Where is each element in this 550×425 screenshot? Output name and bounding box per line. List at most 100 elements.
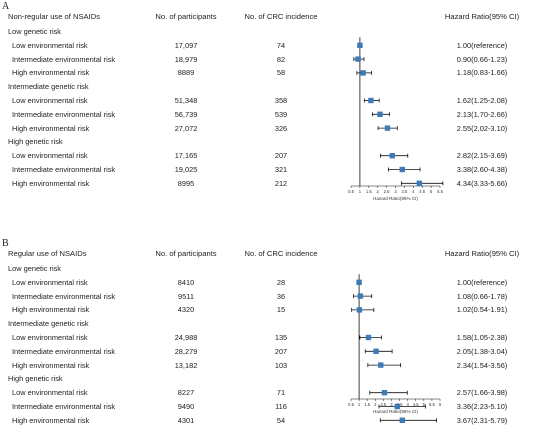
incidence-value: 321 [274,165,288,174]
x-tick-label: 2 [374,402,377,407]
participants-value: 17,165 [174,151,198,161]
hazard-ratio-text: 1.00(reference) [456,277,508,287]
hazard-ratio-marker [365,334,372,341]
incidence-value: 326 [274,123,288,133]
genetic-risk-group-label: Low genetic risk [8,264,61,273]
incidence-value: 15 [276,305,286,315]
incidence-header: No. of CRC incidence [244,249,318,258]
genetic-risk-group-label: High genetic risk [8,137,63,147]
x-tick-label: 1 [358,402,361,407]
x-tick-label: 5.5 [437,189,443,194]
hazard-ratio-text: 1.62(1.25-2.08) [456,96,508,105]
environmental-risk-label: Low environmental risk [12,96,88,105]
hazard-ratio-marker [356,307,363,313]
incidence-value: 58 [276,68,286,78]
incidence-value: 71 [276,388,286,398]
hazard-ratio-marker [378,362,384,368]
participants-value: 4301 [177,415,195,425]
environmental-risk-label: High environmental risk [12,360,90,370]
environmental-risk-label: Low environmental risk [12,151,88,161]
hazard-ratio-marker [360,70,366,76]
incidence-value: 207 [274,346,288,356]
environmental-risk-label: Intermediate environmental risk [12,54,116,64]
participants-value: 9490 [177,402,195,411]
environmental-risk-label: Intermediate environmental risk [12,291,116,301]
x-tick-label: 5.5 [429,402,435,407]
hazard-ratio-text: 1.18(0.83-1.66) [456,68,508,78]
environmental-risk-label: Low environmental risk [12,388,88,398]
panel-title: Non-regular use of NSAIDs [8,12,101,21]
hazard-ratio-marker [416,180,423,186]
hazard-ratio-marker [377,111,383,117]
participants-value: 28,279 [174,346,198,356]
x-tick-label: 4.5 [413,402,419,407]
hazard-ratio-text: 2.55(2.02-3.10) [456,123,508,133]
x-tick-label: 2.5 [380,402,386,407]
participants-value: 13,182 [174,360,198,370]
participants-value: 8410 [177,277,195,287]
participants-value: 51,348 [174,96,198,105]
incidence-value: 103 [274,360,288,370]
hazard-ratio-text: 3.36(2.23-5.10) [456,402,508,411]
environmental-risk-label: Intermediate environmental risk [12,165,116,174]
x-tick-label: 1.5 [366,189,372,194]
incidence-value: 539 [274,109,288,119]
hazard-ratio-text: 4.34(3.33-5.66) [456,178,508,188]
participants-value: 8995 [177,178,195,188]
x-tick-label: 1 [359,189,362,194]
participants-value: 8227 [177,388,195,398]
incidence-value: 207 [274,151,288,161]
x-tick-label: 3 [390,402,393,407]
environmental-risk-label: Intermediate environmental risk [12,346,116,356]
hazard-ratio-marker [355,56,361,62]
x-tick-label: 4.5 [419,189,425,194]
hazard-ratio-text: 1.58(1.05-2.38) [456,333,508,342]
incidence-value: 116 [275,402,287,411]
environmental-risk-label: High environmental risk [12,305,90,315]
x-tick-label: 2 [377,189,380,194]
x-tick-label: 0.5 [348,189,354,194]
hazard-ratio-text: 2.82(2.15-3.69) [456,151,508,161]
panel-title: Regular use of NSAIDs [8,249,87,258]
participants-value: 17,097 [174,40,198,50]
x-tick-label: 3.5 [401,189,407,194]
x-axis-title: Hazard Ratio(95% CI) [373,196,418,201]
hazard-ratio-marker [357,293,364,299]
hazard-ratio-marker [368,97,374,104]
genetic-risk-group-label: Intermediate genetic risk [8,82,89,92]
x-tick-label: 1.5 [364,402,370,407]
x-tick-label: 0.5 [348,402,354,407]
hazard-ratio-text: 3.38(2.60-4.38) [456,165,508,174]
incidence-header: No. of CRC incidence [244,12,318,21]
hazard-ratio-text: 1.00(reference) [456,40,508,50]
participants-value: 24,988 [174,333,198,342]
environmental-risk-label: Low environmental risk [12,277,88,287]
hazard-ratio-text: 0.90(0.66-1.23) [456,54,508,64]
hazard-ratio-marker [394,403,400,410]
hazard-ratio-marker [384,125,391,131]
x-tick-label: 3 [394,189,397,194]
x-tick-label: 5 [430,189,433,194]
incidence-value: 74 [276,40,286,50]
participants-value: 8889 [177,68,195,78]
environmental-risk-label: Low environmental risk [12,333,88,342]
hazard-ratio-marker [399,417,405,423]
environmental-risk-label: High environmental risk [12,68,90,78]
genetic-risk-group-label: Low genetic risk [8,27,61,36]
x-tick-label: 4 [406,402,409,407]
hazard-ratio-marker [357,42,363,48]
participants-header: No. of participants [155,249,217,258]
hazard-ratio-marker [356,279,362,285]
incidence-value: 212 [274,178,288,188]
hazard-ratio-text: 2.57(1.66-3.98) [456,388,508,398]
x-axis-title: Hazard Ratio(95% CI) [373,409,418,414]
incidence-value: 54 [276,415,286,425]
hazard-ratio-marker [389,153,395,159]
participants-value: 56,739 [174,109,198,119]
incidence-value: 82 [276,54,286,64]
hazard-ratio-text: 2.13(1.70-2.66) [456,109,508,119]
incidence-value: 135 [274,333,288,342]
hazard-ratio-marker [399,166,405,173]
environmental-risk-label: Low environmental risk [12,40,88,50]
